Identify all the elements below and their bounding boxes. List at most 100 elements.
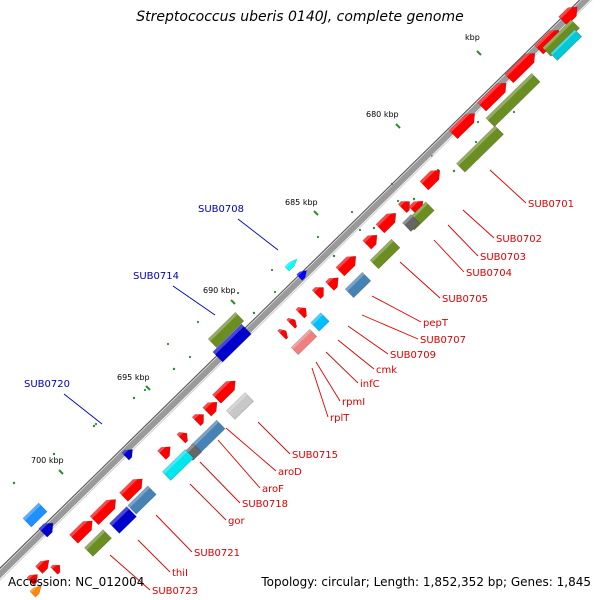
darkgrey-feature-shape [402, 214, 420, 232]
red-cds [295, 306, 307, 319]
tick-dot [172, 367, 176, 371]
gene-label: SUB0705 [442, 294, 488, 305]
red-cds-shape [286, 317, 298, 329]
scale-tick-mark [395, 123, 401, 129]
blue-cds-shape [296, 270, 307, 281]
cyan-feature [549, 29, 583, 61]
red-cds-shape [558, 6, 578, 26]
red-cds-highlight [202, 402, 213, 410]
red-cds-highlight [277, 329, 283, 333]
red-cds [558, 6, 578, 26]
red-cds-shape [375, 212, 397, 234]
gene-label: gor [228, 516, 245, 527]
tick-dot [332, 254, 336, 258]
leader-line [433, 239, 465, 273]
steelblue-feature-highlight [127, 485, 150, 508]
cyan-feature-shape [161, 449, 195, 481]
leader-line [137, 539, 171, 573]
scale-tick-label: kbp [465, 33, 480, 42]
gene-label: SUB0721 [194, 548, 240, 559]
tick-dot [474, 140, 478, 144]
leader-line [371, 295, 422, 323]
blue-cds [296, 270, 307, 281]
gene-label: cmk [376, 365, 397, 376]
red-cds-shape [504, 53, 536, 84]
red-cds-highlight [325, 278, 334, 285]
leader-line [217, 439, 261, 489]
map-title: Streptococcus uberis 0140J, complete gen… [136, 9, 464, 25]
blue-cds-shape [121, 449, 133, 461]
tick-dot [143, 388, 147, 392]
tick-dot [512, 110, 516, 114]
cyan-feature-shape [310, 312, 330, 332]
gene-label: SUB0707 [420, 335, 466, 346]
gene-label: infC [360, 379, 380, 390]
gene-label: rplT [330, 413, 350, 424]
tick-dot [316, 235, 320, 239]
cyan-feature-highlight [550, 29, 577, 56]
red-cds-highlight [295, 307, 303, 312]
red-cds [362, 234, 378, 250]
cyan-cds-highlight [284, 260, 294, 268]
cyan-feature [161, 449, 195, 481]
darkgrey-feature-highlight [402, 214, 414, 226]
red-cds-shape [157, 446, 171, 460]
red-cds [50, 564, 61, 575]
red-cds [311, 287, 324, 300]
gene-label: SUB0709 [390, 350, 436, 361]
red-cds-shape [191, 414, 204, 427]
tick-dot [196, 320, 200, 324]
red-cds-highlight [408, 201, 419, 209]
leader-line [489, 169, 527, 204]
scale-tick-mark [313, 210, 319, 216]
red-cds-highlight [212, 381, 231, 397]
blue-feature-shape [22, 502, 48, 528]
gene-box [485, 72, 541, 128]
leader-line [172, 285, 216, 316]
blue-feature [212, 323, 252, 363]
gene-box-shape [456, 125, 504, 173]
leader-line [225, 427, 277, 472]
red-cds [26, 574, 38, 586]
accession-label: Accession: NC_012004 [8, 575, 145, 589]
grey-feature-shape [226, 392, 254, 420]
red-cds-highlight [477, 83, 502, 105]
gene-box-shape [369, 238, 401, 270]
tick-dot [350, 210, 354, 214]
red-cds-highlight [90, 499, 112, 519]
red-cds-highlight [362, 235, 373, 243]
leader-line [399, 261, 441, 299]
orange-cds [29, 585, 42, 598]
gene-label: SUB0718 [242, 499, 288, 510]
red-cds [89, 499, 117, 526]
scale-ticks: 680 kbp 685 kbp 690 kbp 695 kbp 700 kbp kbp [31, 33, 482, 475]
red-cds-shape [397, 201, 410, 214]
gene-label: SUB0703 [480, 252, 526, 263]
cyan-cds [284, 258, 298, 272]
red-cds-highlight [69, 521, 88, 537]
red-cds [119, 478, 143, 502]
gene-box-shape [485, 72, 541, 128]
gene-label: SUB0720 [24, 379, 70, 390]
red-cds-shape [295, 306, 307, 319]
red-cds-shape [26, 574, 38, 586]
leader-line [155, 514, 193, 553]
gene-label: aroD [278, 467, 302, 478]
tick-dot [94, 422, 98, 426]
red-cds-highlight [375, 213, 392, 227]
gene-box-highlight [485, 73, 534, 121]
orange-cds-highlight [29, 586, 38, 593]
red-cds-shape [50, 564, 61, 575]
red-cds-shape [448, 113, 476, 140]
red-cds [202, 401, 218, 417]
gene-box [542, 19, 580, 57]
tick-dot [52, 452, 56, 456]
grey-feature-highlight [226, 392, 248, 413]
darkgrey-feature-highlight [184, 443, 196, 455]
gene-box-shape [84, 529, 112, 557]
red-cds-highlight [398, 201, 406, 207]
tick-dot [132, 396, 136, 400]
grey-feature [226, 392, 254, 420]
scale-tick-label: 695 kbp [117, 373, 150, 382]
blue-feature-shape [109, 506, 137, 534]
